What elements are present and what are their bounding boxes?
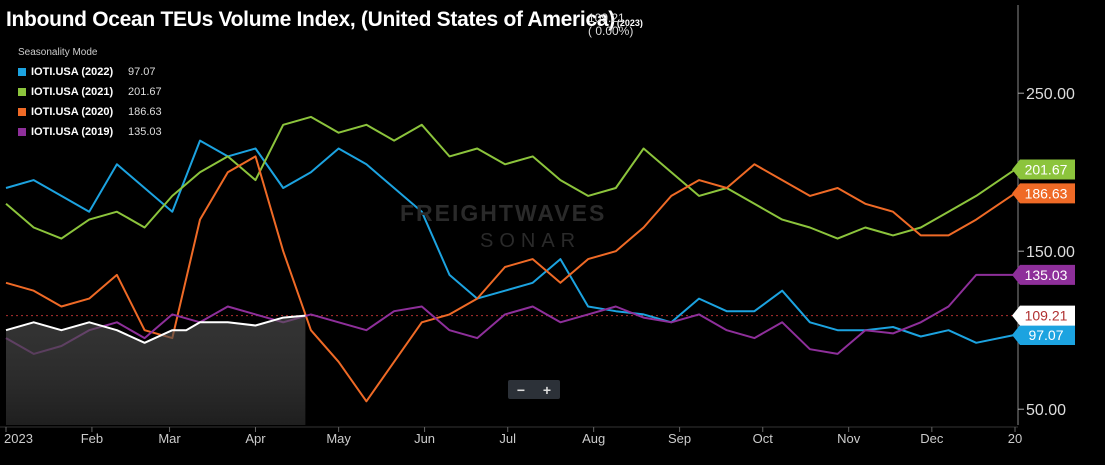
legend: IOTI.USA (2022) 97.07 IOTI.USA (2021) 20…	[18, 62, 162, 142]
x-tick-label: Apr	[245, 431, 266, 446]
series-line	[5, 273, 1015, 355]
zoom-out-button[interactable]: −	[516, 381, 526, 398]
title-year: (2023)	[616, 18, 643, 28]
current-value-block: 109.21 ( 0.00%)	[588, 12, 633, 38]
series-end-label-bg	[1012, 159, 1075, 180]
legend-swatch	[18, 128, 26, 136]
x-tick-label: Mar	[158, 431, 181, 446]
series-line	[5, 139, 1016, 344]
legend-item-value: 186.63	[128, 106, 162, 118]
series-2023-area	[6, 315, 306, 425]
x-tick-label: Jul	[499, 431, 516, 446]
legend-swatch	[18, 68, 26, 76]
x-tick-label: Feb	[81, 431, 103, 446]
x-tick-label: Aug	[582, 431, 605, 446]
x-tick-label: Jun	[414, 431, 435, 446]
legend-item-value: 135.03	[128, 126, 162, 138]
legend-swatch	[18, 88, 26, 96]
series-end-label-bg	[1012, 183, 1075, 204]
x-tick-label: Dec	[920, 431, 944, 446]
legend-item-name: IOTI.USA (2019)	[31, 126, 114, 138]
current-value: 109.21	[588, 11, 625, 25]
legend-item-name: IOTI.USA (2020)	[31, 106, 114, 118]
series-end-label-text: 135.03	[1025, 267, 1068, 283]
legend-swatch	[18, 108, 26, 116]
series-end-label-text: 201.67	[1025, 162, 1068, 178]
legend-item[interactable]: IOTI.USA (2019) 135.03	[18, 122, 162, 142]
legend-item-value: 97.07	[128, 66, 156, 78]
watermark-freightwaves: FREIGHTWAVES	[400, 200, 607, 226]
y-tick-label: 50.00	[1026, 402, 1066, 419]
legend-item-name: IOTI.USA (2021)	[31, 86, 114, 98]
series-end-label-text: 109.21	[1025, 308, 1068, 324]
chart-title-row: Inbound Ocean TEUs Volume Index, (United…	[6, 8, 643, 32]
current-change: ( 0.00%)	[588, 24, 634, 38]
series-end-label: 109.21	[1012, 305, 1075, 326]
series-end-label: 186.63	[1012, 183, 1075, 204]
seasonality-mode-label: Seasonality Mode	[18, 47, 98, 58]
zoom-in-button[interactable]: +	[542, 381, 552, 398]
chart-title: Inbound Ocean TEUs Volume Index, (United…	[6, 8, 615, 31]
y-tick-label: 250.00	[1026, 86, 1075, 103]
legend-item[interactable]: IOTI.USA (2021) 201.67	[18, 82, 162, 102]
x-tick-label: Sep	[668, 431, 691, 446]
x-tick-label: Nov	[837, 431, 861, 446]
x-tick-label: 2023	[4, 431, 33, 446]
series-end-label: 201.67	[1012, 159, 1075, 180]
series-end-label: 97.07	[1012, 324, 1075, 345]
series-end-label-text: 97.07	[1028, 327, 1063, 343]
legend-item-name: IOTI.USA (2022)	[31, 66, 114, 78]
legend-item-value: 201.67	[128, 86, 162, 98]
legend-item[interactable]: IOTI.USA (2022) 97.07	[18, 62, 162, 82]
x-tick-label: Oct	[753, 431, 774, 446]
series-line	[5, 115, 1016, 240]
legend-item[interactable]: IOTI.USA (2020) 186.63	[18, 102, 162, 122]
series-end-label-text: 186.63	[1025, 185, 1068, 201]
series-end-label: 135.03	[1012, 264, 1075, 285]
zoom-controls: − +	[508, 380, 560, 399]
x-tick-label: 20	[1008, 431, 1022, 446]
series-line	[5, 314, 306, 344]
series-end-label-bg	[1012, 305, 1075, 326]
series-end-label-bg	[1012, 324, 1075, 345]
y-tick-label: 150.00	[1026, 244, 1075, 261]
series-end-label-bg	[1012, 264, 1075, 285]
x-tick-label: May	[326, 431, 351, 446]
watermark-sonar: SONAR	[480, 230, 582, 252]
